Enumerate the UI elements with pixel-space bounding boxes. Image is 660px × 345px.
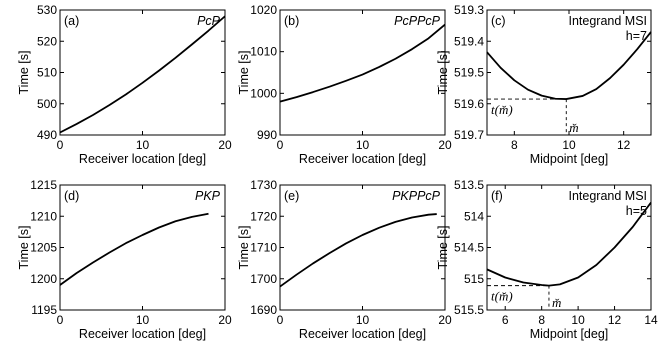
panel-label: (d) bbox=[64, 189, 79, 203]
x-tick-label: 0 bbox=[277, 138, 284, 152]
data-line bbox=[486, 201, 652, 287]
x-axis-label: Receiver location [deg] bbox=[79, 327, 206, 341]
panel-label: (f) bbox=[491, 189, 503, 203]
phase-label: PcPPcP bbox=[394, 14, 441, 28]
y-axis-label: Time [s] bbox=[17, 51, 31, 95]
data-line bbox=[59, 212, 209, 286]
y-tick-label: 1200 bbox=[30, 272, 57, 286]
x-tick-label: 0 bbox=[277, 313, 284, 327]
x-axis-label: Midpoint [deg] bbox=[530, 152, 609, 166]
x-axis-label: Receiver location [deg] bbox=[79, 152, 206, 166]
x-tick-label: 20 bbox=[218, 138, 232, 152]
y-tick-label: 1010 bbox=[250, 45, 277, 59]
chart-panel-4: 0 10 20 1195 1200 1205 1210 1215 Receiver locati… bbox=[17, 178, 232, 341]
x-tick-label: 8 bbox=[538, 313, 545, 327]
x-tick-label: 12 bbox=[617, 138, 631, 152]
y-tick-label: 514.5 bbox=[454, 241, 484, 255]
chart-panel-3: 8 10 12 519.3 519.4 519.5 519.6 519.7 Midpoint [… bbox=[436, 3, 652, 166]
x-tick-label: 0 bbox=[57, 138, 64, 152]
x-tick-label: 8 bbox=[511, 138, 518, 152]
y-axis-label: Time [s] bbox=[436, 51, 450, 95]
y-tick-label: 513.5 bbox=[454, 178, 484, 192]
annotation-line: h=7 bbox=[626, 29, 647, 43]
y-tick-label: 1020 bbox=[250, 3, 277, 17]
y-axis-label: Time [s] bbox=[436, 226, 450, 270]
y-tick-label: 1215 bbox=[30, 178, 57, 192]
x-tick-label: 10 bbox=[356, 138, 370, 152]
y-tick-label: 519.4 bbox=[454, 34, 484, 48]
y-tick-label: 1205 bbox=[30, 241, 57, 255]
annotation-line: Integrand MSI bbox=[568, 14, 647, 28]
phase-label: PcP bbox=[197, 14, 221, 28]
phase-label: PKP bbox=[195, 189, 221, 203]
panel-label: (c) bbox=[491, 14, 506, 28]
plot-frame bbox=[279, 184, 446, 311]
y-tick-label: 519.3 bbox=[454, 3, 484, 17]
x-tick-label: 10 bbox=[562, 138, 576, 152]
y-tick-label: 1720 bbox=[250, 209, 277, 223]
y-tick-label: 1210 bbox=[30, 209, 57, 223]
data-line bbox=[279, 213, 437, 288]
x-axis-label: Receiver location [deg] bbox=[299, 327, 426, 341]
y-tick-label: 1710 bbox=[250, 241, 277, 255]
x-tick-label: 20 bbox=[218, 313, 232, 327]
y-tick-label: 500 bbox=[37, 97, 57, 111]
x-tick-label: 20 bbox=[438, 138, 452, 152]
plot-frame bbox=[279, 9, 446, 136]
x-tick-label: 10 bbox=[136, 138, 150, 152]
chart-panel-1: 0 10 20 490 500 510 520 530 Receiver location [d… bbox=[17, 3, 232, 166]
annotation-line: Integrand MSI bbox=[568, 189, 647, 203]
minimum-point-label: m̆ bbox=[569, 120, 578, 135]
data-line bbox=[486, 31, 652, 100]
y-tick-label: 519.7 bbox=[454, 128, 484, 142]
y-tick-label: 1000 bbox=[250, 86, 277, 100]
y-tick-label: 520 bbox=[37, 34, 57, 48]
plot-frame bbox=[59, 9, 226, 136]
y-tick-label: 490 bbox=[37, 128, 57, 142]
phase-label: PKPPcP bbox=[392, 189, 441, 203]
y-tick-label: 530 bbox=[37, 3, 57, 17]
y-tick-label: 519.5 bbox=[454, 66, 484, 80]
y-axis-label: Time [s] bbox=[237, 51, 251, 95]
x-tick-label: 10 bbox=[571, 313, 585, 327]
x-axis-label: Receiver location [deg] bbox=[299, 152, 426, 166]
x-tick-label: 0 bbox=[57, 313, 64, 327]
y-tick-label: 514 bbox=[464, 209, 484, 223]
y-tick-label: 990 bbox=[257, 128, 277, 142]
y-axis-label: Time [s] bbox=[237, 226, 251, 270]
minimum-time-label: t(m̆) bbox=[491, 289, 513, 304]
chart-panel-5: 0 10 20 1690 1700 1710 1720 1730 Receiver locati… bbox=[237, 178, 452, 341]
y-tick-label: 519.6 bbox=[454, 97, 484, 111]
y-tick-label: 515 bbox=[464, 272, 484, 286]
x-tick-label: 6 bbox=[502, 313, 509, 327]
y-tick-label: 510 bbox=[37, 66, 57, 80]
x-tick-label: 10 bbox=[136, 313, 150, 327]
x-tick-label: 12 bbox=[608, 313, 622, 327]
x-axis-label: Midpoint [deg] bbox=[530, 327, 609, 341]
chart-panel-6: 6 8 10 12 14 513.5 514 514.5 515 515.5 Midpoint [d… bbox=[436, 178, 658, 341]
panel-label: (e) bbox=[284, 189, 299, 203]
y-tick-label: 1195 bbox=[31, 303, 57, 317]
panel-label: (a) bbox=[64, 14, 79, 28]
y-tick-label: 515.5 bbox=[454, 303, 484, 317]
panel-label: (b) bbox=[284, 14, 299, 28]
data-line bbox=[279, 23, 446, 103]
data-line bbox=[59, 15, 226, 134]
y-tick-label: 1690 bbox=[250, 303, 277, 317]
y-tick-label: 1700 bbox=[250, 272, 277, 286]
minimum-time-label: t(m̆) bbox=[491, 102, 513, 117]
y-tick-label: 1730 bbox=[250, 178, 277, 192]
x-tick-label: 20 bbox=[438, 313, 452, 327]
minimum-point-label: m̆ bbox=[552, 295, 561, 310]
plot-frame bbox=[59, 184, 226, 311]
y-axis-label: Time [s] bbox=[17, 226, 31, 270]
x-tick-label: 10 bbox=[356, 313, 370, 327]
x-tick-label: 14 bbox=[644, 313, 658, 327]
